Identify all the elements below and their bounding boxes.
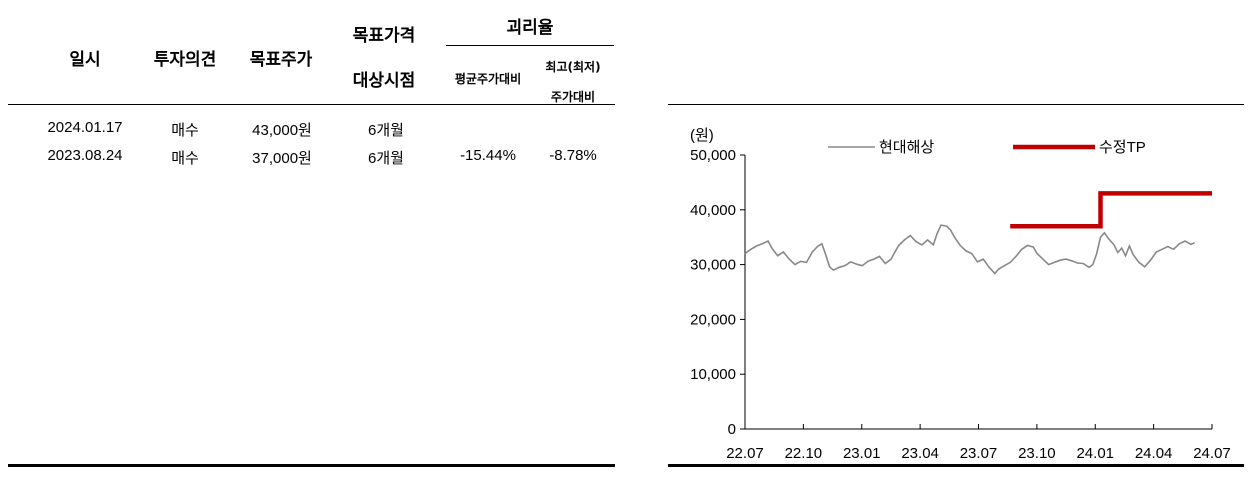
legend-label: 현대해상 — [879, 139, 934, 156]
target-price-line — [1010, 191, 1212, 229]
y-tick-label: 30,000 — [690, 257, 736, 274]
header-target-price: 목표주가 — [249, 50, 313, 70]
x-tick-label: 24.04 — [1135, 445, 1173, 462]
header-avg-vs: 평균주가대비 — [454, 72, 522, 86]
legend-label: 수정TP — [1099, 139, 1146, 156]
header-opinion: 투자의견 — [153, 50, 217, 70]
table-bottom-rule — [8, 464, 615, 467]
x-tick-label: 22.07 — [726, 445, 764, 462]
y-tick-label: 50,000 — [690, 147, 736, 164]
x-tick-label: 23.10 — [1018, 445, 1056, 462]
y-unit-label: (원) — [690, 127, 714, 144]
row-period: 6개월 — [368, 150, 404, 167]
header-target-period-line2: 대상시점 — [352, 71, 416, 91]
header-target-period-line1: 목표가격 — [352, 26, 416, 46]
legend: 현대해상 수정TP — [828, 139, 1146, 156]
header-hilo-vs-line1: 최고(최저) — [545, 60, 601, 74]
price-chart: (원) 50,000 40,000 30,000 20,000 10,000 0 22.0… — [690, 127, 1231, 462]
x-tick-label: 22.10 — [785, 445, 823, 462]
table-header-rule — [8, 104, 615, 105]
x-tick-label: 24.01 — [1076, 445, 1114, 462]
y-tick-label: 10,000 — [690, 366, 736, 383]
chart-top-rule — [668, 104, 1244, 105]
row-target-price: 37,000원 — [252, 150, 312, 167]
header-date: 일시 — [69, 50, 101, 70]
x-tick-label: 23.01 — [843, 445, 881, 462]
row-period: 6개월 — [368, 122, 404, 139]
row-date: 2024.01.17 — [47, 119, 123, 136]
series-layer — [744, 191, 1212, 275]
chart-bottom-rule — [668, 464, 1244, 467]
y-tick-label: 0 — [728, 421, 736, 438]
row-opinion: 매수 — [171, 122, 199, 139]
y-axis: 50,000 40,000 30,000 20,000 10,000 0 — [690, 147, 746, 438]
x-tick-label: 23.07 — [960, 445, 998, 462]
stock-price-line — [744, 224, 1196, 275]
y-tick-label: 20,000 — [690, 311, 736, 328]
row-avg-divergence: -15.44% — [460, 147, 516, 164]
x-axis: 22.07 22.10 23.01 23.04 23.07 23.10 24.01 24.04… — [726, 424, 1231, 462]
row-date: 2023.08.24 — [47, 147, 123, 164]
row-target-price: 43,000원 — [252, 122, 312, 139]
x-tick-label: 24.07 — [1193, 445, 1231, 462]
header-hilo-vs-line2: 주가대비 — [550, 90, 596, 104]
row-opinion: 매수 — [171, 150, 199, 167]
divergence-underline — [446, 45, 614, 46]
x-tick-label: 23.04 — [901, 445, 939, 462]
y-tick-label: 40,000 — [690, 202, 736, 219]
row-hilo-divergence: -8.78% — [549, 147, 597, 164]
header-divergence: 괴리율 — [506, 18, 554, 38]
